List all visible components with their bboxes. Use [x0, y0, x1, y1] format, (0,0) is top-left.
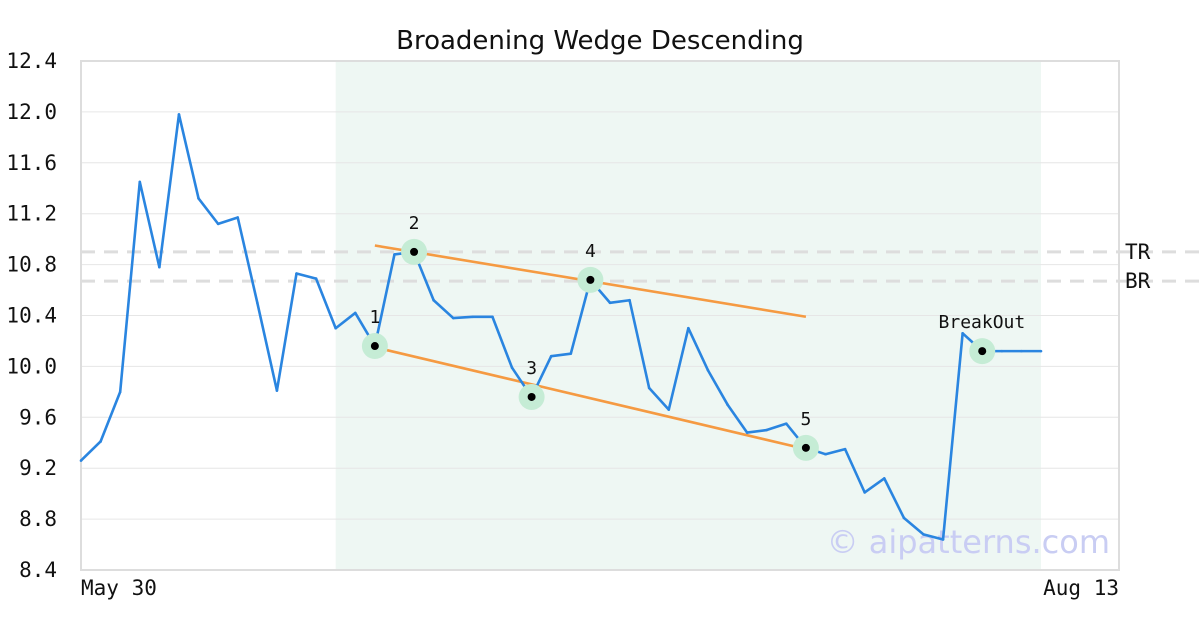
data-point: [510, 366, 514, 369]
data-point: [216, 222, 220, 226]
data-point: [138, 180, 142, 184]
data-point: [608, 301, 612, 305]
data-point: [902, 516, 906, 520]
data-point: [667, 408, 671, 411]
pivot-label: 2: [409, 213, 420, 234]
y-tick-label: 8.4: [19, 558, 57, 582]
data-point: [79, 459, 83, 462]
data-point: [432, 298, 435, 302]
data-point: [158, 265, 161, 269]
pivot-label: 5: [800, 409, 811, 430]
data-point: [706, 368, 710, 372]
data-point: [843, 447, 847, 451]
data-point: [726, 403, 729, 406]
data-point: [1000, 349, 1004, 353]
data-point: [451, 316, 455, 320]
data-point: [961, 332, 964, 335]
price-line: [80, 113, 1041, 541]
data-point: [569, 352, 573, 355]
y-tick-label: 10.0: [6, 354, 57, 378]
data-point: [941, 538, 945, 541]
pivot-marker-dot: [410, 247, 419, 256]
data-point: [314, 277, 318, 280]
data-point: [295, 272, 298, 275]
y-tick-label: 9.6: [19, 405, 57, 429]
data-point: [549, 354, 553, 358]
data-point: [863, 491, 866, 494]
y-tick-label: 11.2: [6, 202, 57, 226]
data-point: [118, 390, 122, 394]
data-point: [471, 315, 475, 319]
pivot-label: 3: [526, 358, 537, 379]
pivot-label: 4: [585, 241, 596, 262]
data-point: [99, 440, 102, 443]
data-point: [785, 422, 788, 425]
data-point: [647, 386, 651, 390]
level-label-tr: TR: [1125, 240, 1151, 264]
trendline-lower: [374, 346, 807, 451]
pivot-marker-dot: [978, 347, 987, 356]
data-point: [334, 326, 337, 330]
data-point: [236, 216, 240, 219]
pivot-label: 1: [369, 307, 380, 328]
data-point: [177, 113, 181, 116]
pivot-marker-dot: [527, 392, 536, 401]
data-point: [628, 298, 631, 302]
pivot-marker-dot: [801, 443, 810, 452]
y-tick-label: 12.0: [6, 100, 57, 124]
data-point: [491, 315, 494, 319]
data-point: [393, 253, 396, 256]
x-tick-label-start: May 30: [81, 576, 157, 600]
level-label-br: BR: [1125, 269, 1151, 293]
data-point: [197, 197, 200, 200]
data-point: [922, 533, 925, 536]
chart-title: Broadening Wedge Descending: [396, 26, 804, 56]
data-point: [765, 428, 769, 432]
y-tick-label: 8.8: [19, 507, 57, 531]
y-tick-label: 11.6: [6, 151, 57, 175]
data-point: [882, 477, 886, 480]
y-tick-label: 12.4: [6, 49, 57, 73]
watermark: © aipatterns.com: [827, 523, 1110, 561]
y-tick-label: 10.8: [6, 253, 57, 277]
y-tick-label: 9.2: [19, 456, 57, 480]
data-point: [687, 326, 690, 330]
plot-border: [80, 60, 1120, 571]
pivot-label: BreakOut: [939, 312, 1026, 333]
data-point: [353, 311, 357, 315]
data-point: [256, 301, 259, 305]
data-point: [824, 452, 827, 456]
data-point: [1020, 349, 1023, 353]
pivot-marker-dot: [586, 275, 595, 284]
data-point: [275, 389, 279, 392]
y-tick-label: 10.4: [6, 304, 57, 328]
pivot-marker-dot: [370, 342, 379, 351]
data-point: [1039, 349, 1043, 353]
data-point: [745, 431, 749, 434]
x-tick-label-end: Aug 13: [1043, 576, 1119, 600]
